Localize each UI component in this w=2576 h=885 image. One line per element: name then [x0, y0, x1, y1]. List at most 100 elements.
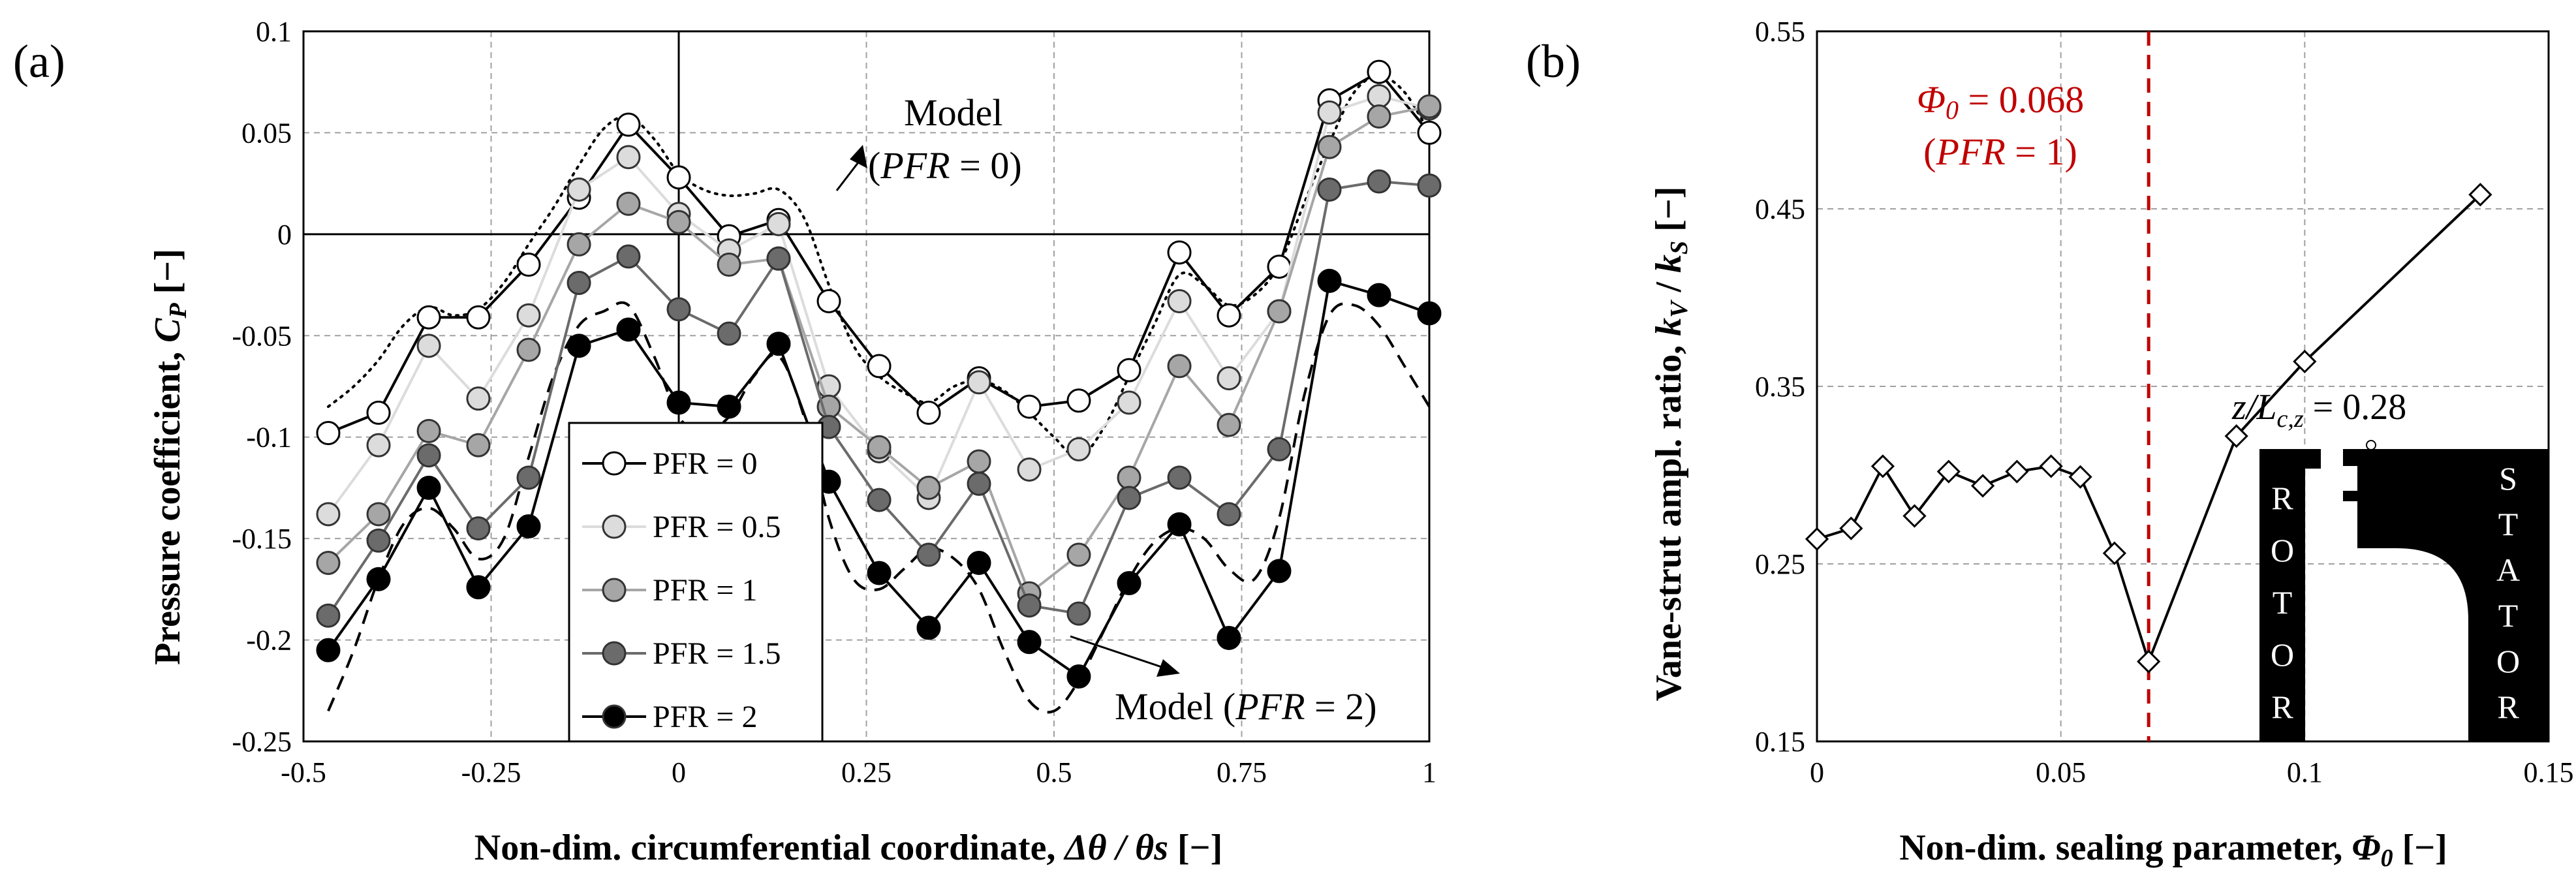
data-point [1167, 288, 1192, 313]
panel-a-y-tick-label: -0.15 [232, 523, 292, 555]
legend-label: PFR = 2 [653, 700, 757, 734]
reference-line-label: Φ0 = 0.068 [1917, 78, 2084, 125]
legend-marker [602, 451, 627, 476]
panel-b-y-axis-label: Vane-strut ampl. ratio, kV / kS [−] [1649, 187, 1693, 702]
stator-letter: T [2498, 506, 2519, 542]
probe-location-marker [2366, 440, 2376, 450]
data-point [666, 210, 691, 234]
stator-letter: A [2496, 551, 2520, 588]
data-point [1167, 465, 1192, 490]
data-point [1367, 104, 1391, 129]
data-point [466, 433, 491, 458]
series-line [327, 180, 1430, 617]
data-point [867, 354, 892, 379]
data-point [366, 400, 391, 425]
annotation-model-pfr2: Model (PFR = 2) [1115, 685, 1377, 728]
data-point [1839, 516, 1863, 540]
panel-a-x-tick-label: -0.5 [281, 756, 326, 788]
stator-letter: T [2498, 597, 2519, 634]
data-point [1167, 512, 1192, 536]
data-point [1902, 504, 1927, 528]
panel-a-x-tick-label: 1 [1422, 756, 1436, 788]
panel-b-series [1805, 183, 2492, 674]
inset-position-label: z/Lc,z = 0.28 [2231, 387, 2406, 433]
legend-label: PFR = 1.5 [653, 636, 781, 671]
stator-letter: O [2496, 643, 2520, 679]
panel-b-x-tick-labels: 0 0.05 0.1 0.15 [1810, 756, 2574, 788]
data-point [416, 443, 441, 468]
panel-a-y-tick-label: -0.1 [246, 422, 292, 454]
data-point [366, 567, 391, 591]
data-point [967, 449, 991, 474]
data-point [916, 615, 941, 640]
panel-a-y-tick-label: 0.05 [241, 117, 292, 149]
data-point [867, 435, 892, 459]
panel-a-x-axis-label: Non-dim. circumferential coordinate, Δθ … [474, 828, 1222, 868]
data-point [1317, 134, 1342, 159]
stator-letter: S [2499, 460, 2517, 497]
data-point [1066, 664, 1091, 689]
data-point [717, 252, 741, 277]
panel-b-y-tick-label: 0.35 [1755, 371, 1805, 403]
data-point [1017, 593, 1042, 618]
data-point [1317, 268, 1342, 293]
panel-b-plot-frame [1816, 30, 2550, 743]
legend-marker [602, 514, 627, 539]
data-point [717, 321, 741, 346]
panel-a-y-tick-label: -0.05 [232, 320, 292, 352]
data-point [466, 516, 491, 541]
legend-item: PFR = 0 [582, 446, 757, 481]
data-point [1267, 299, 1292, 324]
data-point [1066, 542, 1091, 567]
data-point [1267, 559, 1292, 583]
data-point [316, 550, 341, 575]
panel-b-gridlines [1817, 31, 2549, 741]
panel-a-legend: PFR = 0 PFR = 0.5 PFR = 1 PFR = 1.5 PFR = 2 [568, 422, 824, 743]
data-point [967, 370, 991, 395]
data-point [1317, 100, 1342, 125]
data-point [1066, 601, 1091, 626]
data-point [1367, 169, 1391, 194]
data-point [666, 297, 691, 322]
panel-a-x-tick-label: 0.5 [1036, 756, 1072, 788]
rotor-letter: T [2273, 584, 2293, 621]
data-point [1117, 486, 1141, 510]
series-pfr-3 [316, 169, 1442, 628]
rotor-letter: O [2271, 532, 2294, 568]
data-point [967, 471, 991, 496]
data-point [916, 542, 941, 567]
data-point [1870, 454, 1895, 478]
panel-a-gridlines [303, 31, 1429, 741]
panel-b-y-tick-label: 0.55 [1755, 16, 1805, 48]
data-point [616, 244, 641, 269]
annotation-arrow-pfr0 [835, 145, 867, 191]
annotation-arrow-pfr2 [1070, 635, 1180, 677]
panel-a-y-tick-label: -0.25 [232, 726, 292, 758]
data-point [916, 475, 941, 500]
data-point [1217, 303, 1241, 328]
panel-b-x-tick-label: 0.05 [2036, 756, 2086, 788]
legend-marker [602, 641, 627, 666]
data-point [516, 465, 541, 490]
legend-label: PFR = 0.5 [653, 510, 781, 544]
data-point [2068, 465, 2092, 489]
data-point [316, 502, 341, 527]
data-point [566, 270, 591, 295]
data-point [316, 420, 341, 445]
panel-b-x-axis-label: Non-dim. sealing parameter, Φ0 [−] [1899, 828, 2447, 872]
panel-a-y-tick-label: 0 [277, 219, 292, 251]
data-point [816, 288, 841, 313]
data-point [516, 303, 541, 328]
panel-a-y-tick-label: 0.1 [256, 16, 292, 48]
legend-item: PFR = 2 [582, 700, 757, 734]
data-point [1167, 354, 1192, 379]
data-point [1117, 358, 1141, 382]
data-point [1417, 173, 1442, 198]
panel-a-y-tick-labels: -0.25 -0.2 -0.15 -0.1 -0.05 0 0.05 0.1 [232, 16, 292, 758]
legend-label: PFR = 0 [653, 446, 757, 481]
annotation-model-pfr0-sub: (PFR = 0) [868, 144, 1022, 187]
data-point [366, 528, 391, 553]
panel-b-label: (b) [1526, 35, 1581, 87]
